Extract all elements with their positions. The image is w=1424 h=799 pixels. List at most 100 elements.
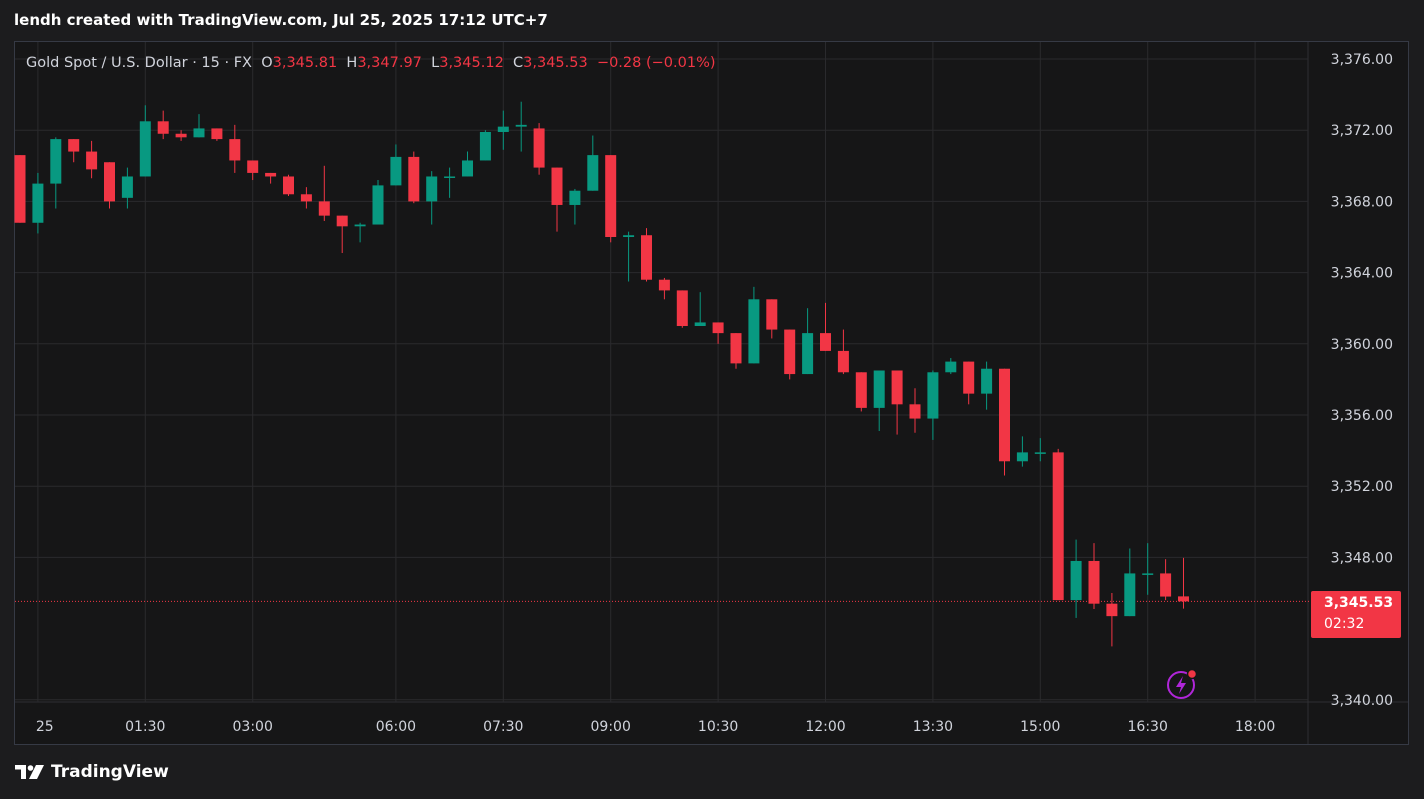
candle-body xyxy=(981,368,993,394)
candle-body xyxy=(32,183,44,223)
candle xyxy=(193,114,205,138)
candle-body xyxy=(999,368,1010,462)
x-tick-label: 09:00 xyxy=(591,719,631,735)
candle-body xyxy=(354,224,366,227)
candle xyxy=(479,130,491,161)
candle xyxy=(50,137,62,209)
candle xyxy=(318,165,330,221)
candle-body xyxy=(462,160,473,177)
y-tick-label: 3,372.00 xyxy=(1331,123,1393,139)
brand-name: TradingView xyxy=(51,762,169,782)
close-label: C xyxy=(513,55,524,71)
candle xyxy=(408,151,420,204)
lightning-alert-icon[interactable] xyxy=(1166,668,1198,699)
candle-body xyxy=(121,176,133,198)
x-tick-label: 10:30 xyxy=(698,719,738,735)
candle xyxy=(676,290,688,328)
candle-body xyxy=(139,121,151,177)
candle xyxy=(694,292,706,326)
candle-body xyxy=(891,370,903,405)
candle-body xyxy=(426,176,438,202)
candle-body xyxy=(748,299,760,364)
candle xyxy=(1160,559,1172,601)
candle xyxy=(426,171,438,225)
symbol-name[interactable]: Gold Spot / U.S. Dollar · 15 · FX xyxy=(26,55,252,71)
candle xyxy=(658,277,670,300)
close-value: 3,345.53 xyxy=(523,55,588,71)
chart-frame[interactable] xyxy=(14,41,1409,745)
candle-body xyxy=(1160,573,1172,597)
candle xyxy=(372,180,384,225)
candle xyxy=(390,144,402,186)
candle xyxy=(533,123,545,175)
candle-body xyxy=(1016,452,1028,462)
candle xyxy=(104,162,115,209)
change-value: −0.28 (−0.01%) xyxy=(596,55,716,71)
tradingview-brand[interactable]: TradingView xyxy=(15,762,169,782)
candle xyxy=(1088,543,1100,610)
candle-body xyxy=(1052,452,1064,601)
candle xyxy=(1016,436,1028,467)
candle xyxy=(730,333,742,369)
candle-body xyxy=(945,361,957,373)
candle-body xyxy=(802,333,814,375)
candle-body xyxy=(300,194,312,202)
candle xyxy=(283,174,294,197)
candle-body xyxy=(963,361,975,394)
candle-body xyxy=(909,404,921,419)
candle xyxy=(587,135,599,191)
candle xyxy=(265,172,277,184)
candle-body xyxy=(211,128,223,140)
candle-body xyxy=(68,139,80,152)
axis-layer: 3,376.00 3,372.00 3,368.00 3,364.00 3,360.00… xyxy=(36,52,1393,735)
candle-body xyxy=(873,370,885,408)
candle xyxy=(1052,448,1064,601)
candle xyxy=(139,105,151,177)
candle-body xyxy=(1088,560,1100,604)
candle-body xyxy=(104,162,115,202)
candle xyxy=(712,322,724,344)
candle-body xyxy=(1178,596,1189,602)
candle-body xyxy=(283,176,294,195)
candle xyxy=(1070,539,1082,618)
candle-body xyxy=(658,279,670,291)
x-tick-label: 13:30 xyxy=(913,719,953,735)
candle xyxy=(981,361,993,410)
candle-body xyxy=(623,235,635,237)
candle xyxy=(623,231,635,282)
x-tick-label: 06:00 xyxy=(376,719,416,735)
candle xyxy=(784,329,796,380)
candle-body xyxy=(784,329,796,375)
last-price: 3,345.53 xyxy=(1324,595,1394,611)
y-tick-label: 3,364.00 xyxy=(1331,266,1393,282)
candle-body xyxy=(157,121,169,134)
candle-layer xyxy=(14,101,1189,647)
candle-body xyxy=(641,235,652,280)
candle xyxy=(14,155,26,223)
candle-body xyxy=(86,151,98,170)
candle xyxy=(891,370,903,435)
candle-body xyxy=(444,176,456,178)
open-label: O xyxy=(261,55,273,71)
ohlc-legend: Gold Spot / U.S. Dollar · 15 · FX O 3,34… xyxy=(26,55,716,71)
candle-body xyxy=(515,124,527,127)
y-tick-label: 3,376.00 xyxy=(1331,52,1393,68)
candle-body xyxy=(676,290,688,326)
grid-layer xyxy=(15,42,1408,744)
x-tick-label: 18:00 xyxy=(1235,719,1275,735)
candle-body xyxy=(712,322,724,334)
candle xyxy=(873,370,885,432)
candle xyxy=(68,139,80,163)
candle-body xyxy=(587,155,599,191)
high-label: H xyxy=(346,55,358,71)
candle-body xyxy=(372,185,384,225)
candle xyxy=(497,110,509,150)
candle-body xyxy=(229,139,241,161)
candle-body xyxy=(820,333,831,351)
candle xyxy=(1124,548,1136,617)
x-tick-label: 25 xyxy=(36,719,54,735)
candle xyxy=(1142,543,1154,595)
candle-body xyxy=(1034,452,1046,454)
candle xyxy=(963,361,975,405)
